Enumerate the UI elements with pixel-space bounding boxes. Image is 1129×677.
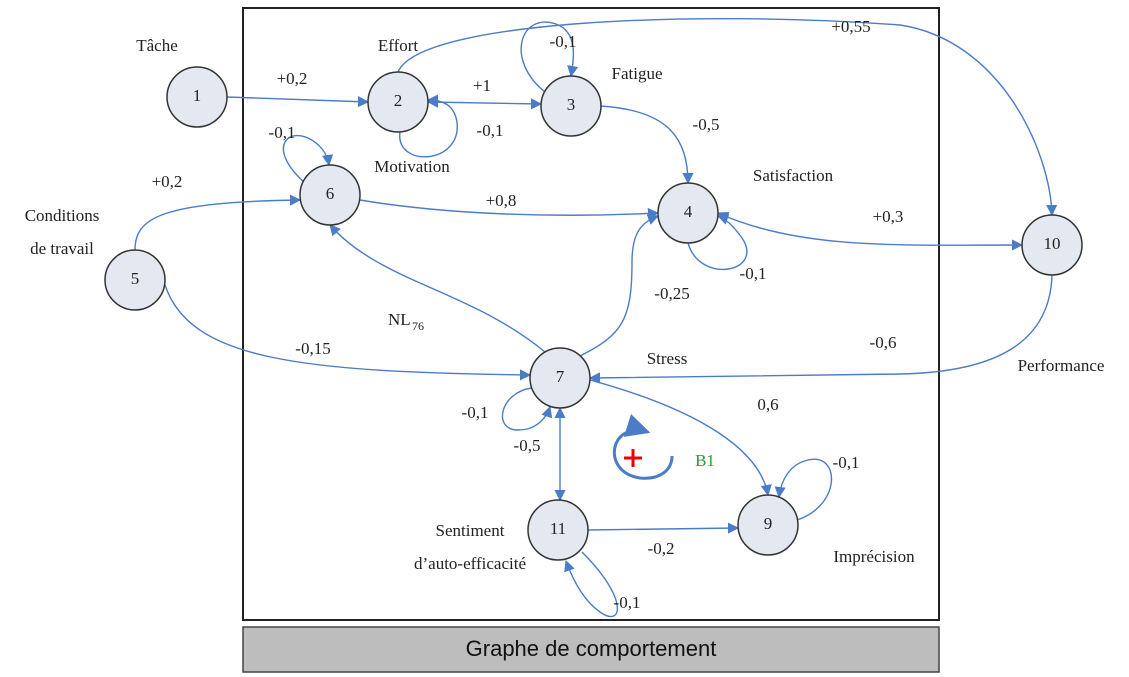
node-number: 1	[193, 86, 202, 105]
edge-label: -0,6	[870, 333, 897, 352]
node-circle	[367, 71, 429, 133]
loop-label: B1	[695, 451, 715, 470]
edge	[589, 379, 772, 497]
node-circle	[299, 164, 361, 226]
node-circle	[540, 75, 602, 137]
nl-label: NL	[388, 310, 411, 329]
edge-label: +0,2	[277, 69, 308, 88]
node-number: 9	[764, 514, 773, 533]
caption: Graphe de comportement	[466, 636, 717, 661]
node-number: 7	[556, 367, 565, 386]
edge	[587, 522, 740, 534]
edge	[164, 284, 532, 381]
edge-label: -0,15	[295, 339, 330, 358]
node-circle	[529, 347, 591, 409]
node-label: Performance	[1018, 356, 1105, 375]
node-number: 3	[567, 95, 576, 114]
node-circle	[104, 249, 166, 311]
edge-label: +0,8	[486, 191, 517, 210]
edge	[282, 134, 334, 184]
node-label: Satisfaction	[753, 166, 834, 185]
edge-label: -0,5	[514, 436, 541, 455]
edge	[520, 21, 579, 93]
edge-label: 0,6	[757, 395, 778, 414]
edge-label: -0,1	[740, 264, 767, 283]
edge	[359, 199, 660, 220]
edge-label: -0,1	[477, 121, 504, 140]
edge-label: +0,3	[873, 207, 904, 226]
node-label: Sentiment	[436, 521, 505, 540]
node-label: Effort	[378, 36, 419, 55]
edge-label: -0,5	[693, 115, 720, 134]
node-circle	[737, 494, 799, 556]
node-label: Fatigue	[612, 64, 663, 83]
node-label: Imprécision	[833, 547, 915, 566]
edge	[501, 387, 553, 431]
node-label: Conditions	[25, 206, 100, 225]
edge-label: +1	[473, 76, 491, 95]
node-circle	[527, 499, 589, 561]
edge	[134, 194, 302, 251]
edge-label: +0,2	[152, 172, 183, 191]
edge-label: -0,2	[648, 539, 675, 558]
node-circle	[1021, 214, 1083, 276]
node-number: 10	[1044, 234, 1061, 253]
node-circle	[657, 182, 719, 244]
node-circle	[166, 66, 228, 128]
edge-label: -0,1	[462, 403, 489, 422]
node-number: 5	[131, 269, 140, 288]
edges	[134, 17, 1058, 618]
edge	[399, 94, 458, 158]
nl-subscript: 76	[412, 319, 424, 333]
edge	[579, 214, 660, 357]
edge	[226, 96, 370, 108]
edge-label: -0,1	[614, 593, 641, 612]
edge	[564, 551, 618, 618]
node-number: 2	[394, 91, 403, 110]
node-number: 4	[684, 202, 693, 221]
plus-sign	[624, 449, 642, 467]
edge	[774, 458, 833, 521]
node-label: de travail	[30, 239, 94, 258]
loop-arrow	[612, 414, 674, 480]
nodes: 1 2 3 4 5 6 7 9 10 11	[104, 66, 1083, 561]
edge-label: -0,1	[550, 32, 577, 51]
node-label: Stress	[647, 349, 688, 368]
frame	[242, 7, 940, 621]
edge	[716, 212, 1024, 251]
edge	[329, 224, 546, 353]
edge-label: -0,1	[833, 453, 860, 472]
node-label: Tâche	[136, 36, 178, 55]
edge-label: +0,55	[831, 17, 870, 36]
edge	[599, 105, 694, 185]
node-number: 6	[326, 184, 335, 203]
node-label: d’auto-efficacité	[414, 554, 526, 573]
caption-bar	[242, 626, 940, 673]
edge	[397, 17, 1058, 217]
edge	[426, 96, 543, 110]
edge	[588, 274, 1053, 384]
edge-label: -0,1	[269, 123, 296, 142]
node-label: Motivation	[374, 157, 450, 176]
edge-label: -0,25	[654, 284, 689, 303]
labels: Tâche Effort Fatigue Satisfaction Conditions…	[25, 17, 1105, 612]
node-number: 11	[550, 519, 566, 538]
